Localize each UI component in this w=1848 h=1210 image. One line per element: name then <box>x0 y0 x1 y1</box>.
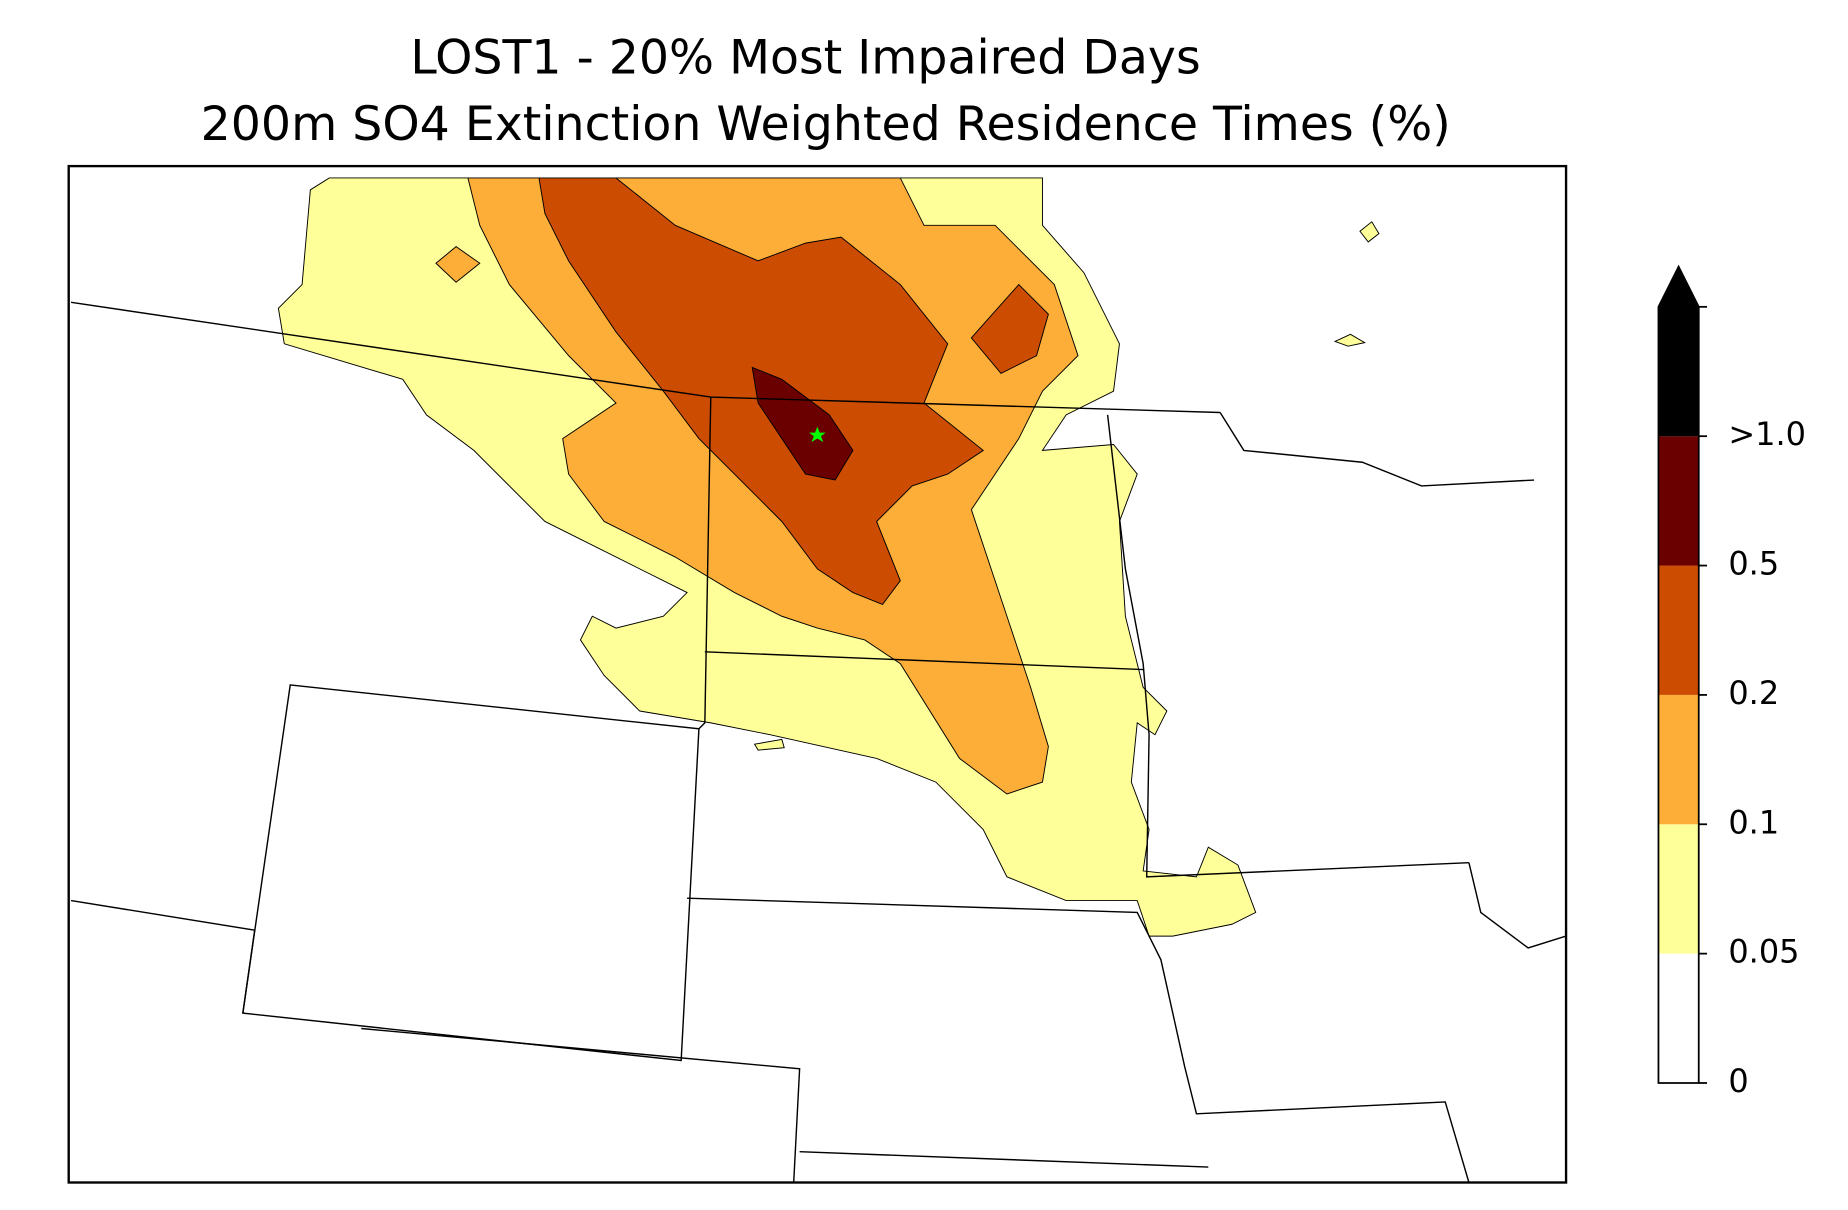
colorbar-band <box>1658 953 1699 1083</box>
border <box>799 1150 1209 1168</box>
colorbar: 0 0.05 0.1 0.2 0.5 >1.0 <box>1657 264 1806 1100</box>
colorbar-extension <box>1658 266 1699 437</box>
border <box>242 684 700 1062</box>
site-marker <box>809 426 826 443</box>
colorbar-tick-label: 0 <box>1728 1062 1748 1100</box>
colorbar-band <box>1658 694 1699 825</box>
border <box>70 899 256 1014</box>
border <box>1106 414 1469 878</box>
title-line: 200m SO4 Extinction Weighted Residence T… <box>201 97 1451 152</box>
border <box>687 897 1470 1183</box>
colorbar-band <box>1658 824 1699 954</box>
contour-0.5 <box>751 366 854 481</box>
border <box>704 651 1144 671</box>
border <box>1468 862 1567 949</box>
colorbar-tick-label: >1.0 <box>1728 415 1806 453</box>
border <box>698 397 712 730</box>
colorbar-tick-label: 0.5 <box>1728 545 1779 583</box>
colorbar-tick-label: 0.05 <box>1728 933 1799 971</box>
title-line: LOST1 - 20% Most Impaired Days <box>410 31 1200 86</box>
colorbar-band <box>1658 436 1699 566</box>
border <box>361 1027 801 1183</box>
colorbar-outline <box>1657 264 1700 1084</box>
border <box>1219 412 1535 487</box>
colorbar-band <box>1658 565 1699 695</box>
map-frame <box>67 164 1568 1184</box>
colorbar-tick-label: 0.2 <box>1728 674 1779 712</box>
state-borders <box>70 301 1567 1183</box>
map-area <box>67 164 1568 1184</box>
contours <box>277 177 1380 937</box>
contour-0.05 <box>753 221 1380 751</box>
colorbar-tick-label: 0.1 <box>1728 803 1779 841</box>
